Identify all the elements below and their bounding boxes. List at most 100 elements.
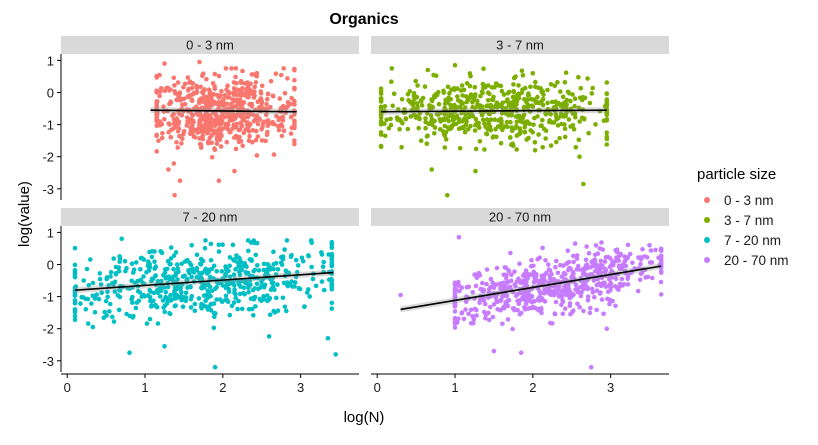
data-point: [436, 101, 442, 107]
data-point: [175, 80, 181, 85]
data-point: [378, 99, 384, 104]
data-point: [402, 107, 407, 112]
data-point: [292, 280, 298, 285]
data-point: [194, 83, 199, 89]
data-point: [263, 112, 269, 118]
data-point: [149, 276, 155, 282]
data-point: [211, 128, 216, 134]
data-point: [171, 75, 177, 81]
data-point: [564, 261, 569, 267]
data-point: [163, 267, 168, 272]
data-point: [168, 134, 174, 140]
data-point: [246, 129, 252, 134]
data-point: [212, 364, 218, 370]
data-point: [149, 254, 155, 260]
data-point: [519, 90, 525, 95]
data-point: [240, 86, 245, 91]
data-point: [194, 104, 199, 109]
data-point: [587, 100, 593, 106]
data-point: [162, 309, 167, 315]
data-point: [258, 285, 263, 290]
data-point: [442, 145, 448, 150]
data-point: [518, 128, 523, 133]
data-point: [217, 137, 223, 142]
data-point: [72, 274, 78, 280]
data-point: [438, 119, 444, 124]
data-point: [180, 304, 186, 310]
data-point: [507, 284, 513, 290]
data-point: [282, 90, 288, 96]
data-point: [271, 266, 276, 272]
data-point: [457, 288, 462, 294]
data-point: [112, 289, 118, 294]
data-point: [485, 90, 491, 95]
data-point: [508, 250, 513, 256]
panel-7to20nm: 7 - 20 nm: [61, 208, 359, 370]
data-point: [172, 285, 178, 290]
data-point: [173, 250, 179, 255]
data-point: [212, 314, 217, 320]
data-point: [511, 82, 516, 87]
data-point: [237, 134, 242, 140]
data-point: [532, 140, 538, 145]
data-point: [596, 263, 602, 268]
data-point: [461, 125, 466, 131]
data-point: [494, 298, 499, 304]
data-point: [464, 116, 469, 121]
data-point: [403, 116, 409, 122]
data-point: [272, 122, 277, 127]
data-point: [275, 282, 280, 287]
y-tick-label: 0: [47, 86, 54, 101]
data-point: [240, 68, 245, 74]
data-point: [187, 80, 192, 85]
data-point: [306, 253, 312, 259]
legend-label: 3 - 7 nm: [724, 213, 774, 228]
data-point: [555, 80, 560, 85]
data-point: [627, 251, 633, 257]
data-point: [638, 271, 644, 277]
data-point: [203, 105, 208, 110]
chart-title: Organics: [329, 11, 398, 28]
data-point: [562, 306, 568, 311]
data-point: [568, 290, 574, 296]
data-point: [180, 136, 185, 141]
data-point: [504, 293, 510, 298]
data-point: [454, 121, 459, 127]
data-point: [456, 316, 461, 322]
data-point: [445, 84, 451, 90]
data-point: [485, 98, 491, 103]
data-point: [292, 112, 297, 117]
data-point: [154, 304, 160, 310]
facet-strip-label: 0 - 3 nm: [186, 38, 234, 53]
data-point: [538, 307, 543, 313]
data-point: [528, 84, 533, 90]
x-axis-label: log(N): [344, 409, 385, 426]
data-point: [270, 94, 276, 99]
data-point: [476, 125, 482, 130]
data-point: [252, 84, 257, 90]
data-point: [389, 79, 394, 84]
data-point: [104, 313, 109, 318]
data-point: [547, 287, 552, 292]
data-point: [261, 294, 266, 299]
data-point: [96, 296, 102, 302]
data-point: [152, 259, 157, 265]
data-point: [511, 75, 517, 81]
data-point: [579, 97, 585, 103]
data-point: [230, 126, 235, 131]
data-point: [254, 240, 260, 246]
data-point: [480, 280, 485, 286]
data-point: [482, 121, 487, 126]
data-point: [233, 146, 239, 152]
data-point: [197, 136, 202, 141]
data-point: [566, 117, 572, 122]
data-point: [496, 118, 501, 123]
data-point: [491, 134, 496, 139]
data-point: [292, 98, 297, 104]
data-point: [292, 77, 297, 83]
data-point: [517, 261, 522, 267]
data-point: [186, 93, 191, 99]
data-point: [230, 242, 236, 248]
y-tick-label: 1: [47, 225, 54, 240]
data-point: [562, 126, 568, 131]
